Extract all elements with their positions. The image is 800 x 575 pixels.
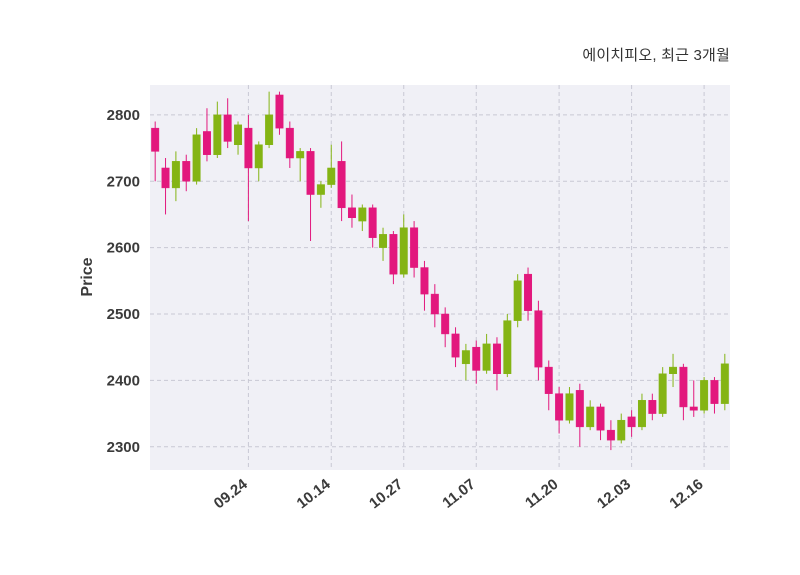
- candle-body: [482, 343, 491, 371]
- candle-body: [720, 363, 729, 404]
- candle-body: [368, 207, 377, 238]
- candle-body: [492, 343, 501, 374]
- y-axis-label: Price: [79, 257, 96, 297]
- candle-body: [171, 161, 180, 189]
- candle-body: [689, 406, 698, 411]
- candle-body: [316, 184, 325, 195]
- x-tick-label: 10.27: [366, 476, 406, 513]
- candle-body: [244, 127, 253, 169]
- candle-body: [679, 366, 688, 408]
- candle-body: [441, 313, 450, 335]
- candle-body: [213, 114, 222, 155]
- candle-body: [503, 320, 512, 374]
- candle-body: [265, 114, 274, 145]
- candle-body: [524, 273, 533, 311]
- x-tick-label: 09.24: [211, 475, 252, 512]
- candle-body: [451, 333, 460, 358]
- candle-body: [637, 400, 646, 428]
- candle-body: [544, 366, 553, 394]
- candle-body: [410, 227, 419, 268]
- candle-body: [575, 390, 584, 428]
- candle-body: [669, 366, 678, 374]
- candle-body: [658, 373, 667, 414]
- candle-body: [337, 161, 346, 209]
- x-tick-label: 11.07: [439, 476, 478, 512]
- candle-body: [513, 280, 522, 321]
- x-tick-label: 11.20: [522, 476, 561, 512]
- candle-body: [296, 151, 305, 159]
- candle-body: [358, 207, 367, 222]
- candle-body: [327, 167, 336, 185]
- candle-body: [234, 124, 243, 145]
- candle-body: [420, 267, 429, 295]
- x-tick-label: 12.16: [667, 476, 707, 513]
- candle-body: [151, 127, 160, 152]
- y-tick-label: 2500: [107, 306, 140, 323]
- candle-body: [586, 406, 595, 428]
- x-tick-label: 12.03: [594, 476, 634, 513]
- candle-body: [399, 227, 408, 275]
- candle-body: [389, 234, 398, 275]
- candle-body: [202, 131, 211, 155]
- candle-body: [534, 310, 543, 368]
- candle-body: [648, 400, 657, 414]
- candle-body: [472, 346, 481, 371]
- candle-body: [627, 416, 636, 428]
- candle-body: [275, 94, 284, 129]
- y-tick-label: 2600: [107, 240, 140, 257]
- y-tick-label: 2700: [107, 173, 140, 190]
- candle-body: [606, 429, 615, 441]
- x-tick-label: 10.14: [294, 475, 335, 512]
- candle-body: [700, 380, 709, 411]
- candle-body: [161, 167, 170, 189]
- candle-body: [182, 161, 191, 182]
- candle-body: [254, 144, 263, 169]
- y-tick-label: 2300: [107, 439, 140, 456]
- candle-body: [192, 134, 201, 182]
- candle-body: [430, 293, 439, 315]
- candle-body: [596, 406, 605, 431]
- candle-body: [461, 350, 470, 365]
- candle-body: [555, 393, 564, 421]
- chart-title: 에이치피오, 최근 3개월: [582, 47, 730, 64]
- candle-body: [617, 419, 626, 441]
- candle-body: [710, 380, 719, 404]
- candle-body: [347, 207, 356, 219]
- candle-body: [565, 393, 574, 421]
- y-tick-label: 2400: [107, 372, 140, 389]
- candle-body: [223, 114, 232, 142]
- candle-body: [285, 127, 294, 159]
- candle-body: [379, 234, 388, 248]
- y-tick-label: 2800: [107, 107, 140, 124]
- candle-body: [306, 151, 315, 195]
